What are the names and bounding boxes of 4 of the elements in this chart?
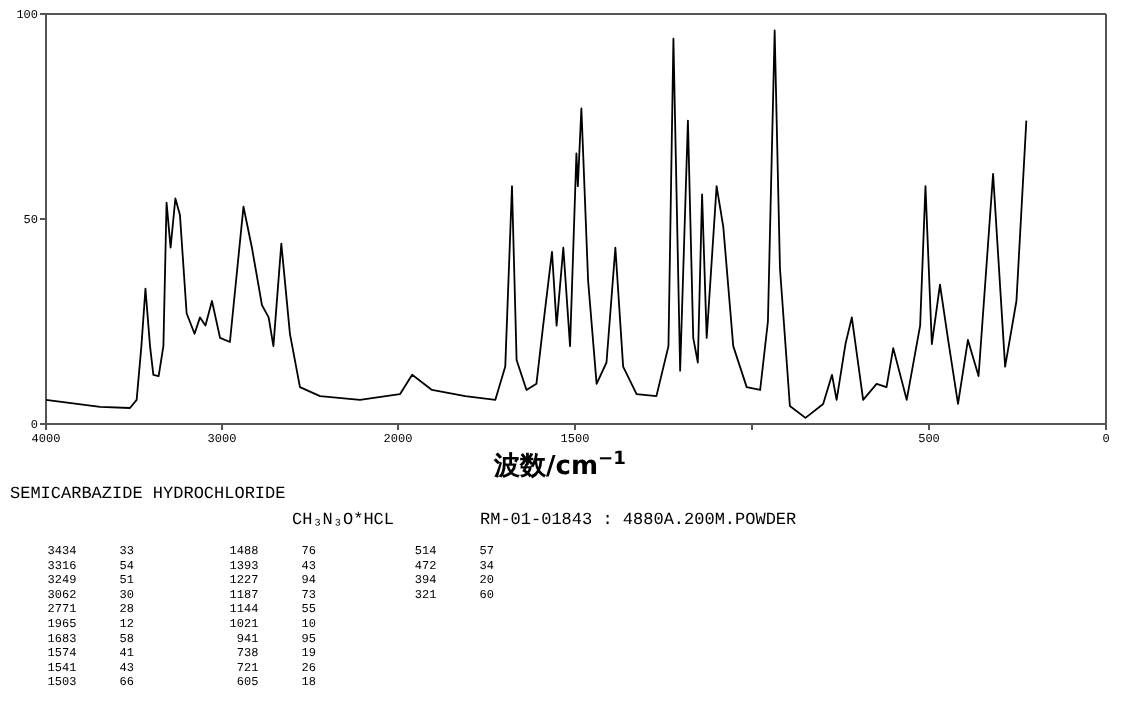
text: SEMICARBAZIDE HYDROCHLORIDE: [10, 484, 286, 504]
text: RM-01-01843 : 4880A.200M.POWDER: [480, 510, 797, 530]
x-axis-title: 波数/cm$^{−1}$: [492, 450, 626, 482]
text: CH₃N₃O*HCL: [292, 510, 395, 530]
